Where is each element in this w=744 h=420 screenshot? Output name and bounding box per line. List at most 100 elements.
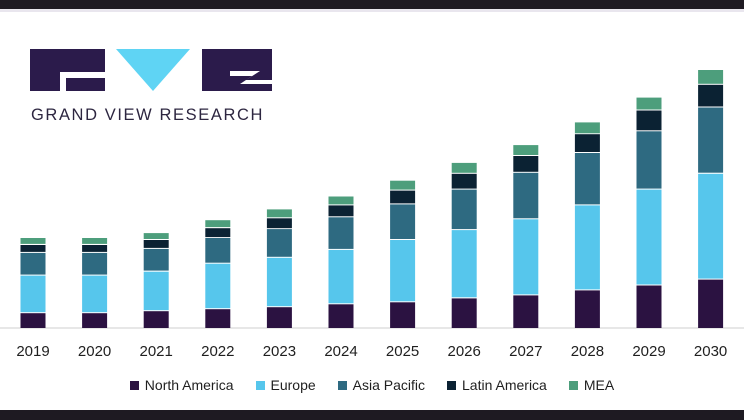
x-tick-label-2021: 2021: [140, 343, 173, 360]
logo-block-g: [30, 49, 105, 91]
bar-asia-pacific-2026: [451, 189, 477, 230]
logo-v-triangle: [116, 49, 190, 91]
x-tick-label-2019: 2019: [16, 343, 49, 360]
logo-g-notch: [60, 72, 105, 91]
bar-mea-2030: [698, 70, 724, 84]
legend-label-latin-america: Latin America: [462, 377, 547, 393]
window-frame-bottom: [0, 410, 744, 420]
legend-label-europe: Europe: [270, 377, 316, 393]
chart-bars: [20, 70, 724, 328]
bar-mea-2027: [513, 145, 539, 155]
bar-mea-2019: [20, 238, 46, 244]
x-tick-label-2029: 2029: [632, 343, 665, 360]
logo-r-notch: [230, 71, 272, 84]
bar-mea-2026: [451, 162, 477, 173]
legend-swatch-mea: [568, 380, 578, 390]
legend-swatch-europe: [255, 380, 265, 390]
bar-north-america-2025: [390, 302, 416, 328]
x-tick-label-2025: 2025: [386, 343, 419, 360]
x-tick-label-2024: 2024: [324, 343, 357, 360]
bar-north-america-2023: [266, 307, 292, 328]
bar-asia-pacific-2028: [574, 153, 600, 205]
x-tick-label-2023: 2023: [263, 343, 296, 360]
bar-mea-2020: [82, 238, 108, 244]
legend-label-asia-pacific: Asia Pacific: [352, 377, 426, 393]
legend-swatch-latin-america: [447, 380, 457, 390]
bar-mea-2022: [205, 220, 231, 228]
legend-swatch-north-america: [129, 380, 139, 390]
legend-item-europe: Europe: [255, 377, 316, 393]
bar-latin-america-2020: [82, 245, 108, 252]
bar-europe-2026: [451, 230, 477, 298]
bar-north-america-2022: [205, 309, 231, 328]
bar-latin-america-2027: [513, 156, 539, 172]
legend-label-north-america: North America: [144, 377, 234, 393]
bar-north-america-2030: [698, 279, 724, 328]
bar-asia-pacific-2019: [20, 252, 46, 275]
legend-item-mea: MEA: [568, 377, 615, 393]
chart-legend: North America Europe Asia Pacific Latin …: [0, 374, 744, 396]
legend-swatch-asia-pacific: [337, 380, 347, 390]
bar-europe-2027: [513, 219, 539, 295]
bar-asia-pacific-2022: [205, 238, 231, 263]
bar-latin-america-2022: [205, 228, 231, 238]
x-tick-label-2027: 2027: [509, 343, 542, 360]
bar-mea-2023: [266, 209, 292, 218]
bar-mea-2025: [390, 180, 416, 190]
legend-item-asia-pacific: Asia Pacific: [337, 377, 426, 393]
bar-latin-america-2026: [451, 173, 477, 189]
bar-europe-2022: [205, 263, 231, 309]
bar-asia-pacific-2024: [328, 217, 354, 249]
bar-europe-2021: [143, 271, 169, 311]
bar-asia-pacific-2020: [82, 252, 108, 275]
bar-north-america-2029: [636, 285, 662, 328]
bar-latin-america-2029: [636, 110, 662, 131]
bar-asia-pacific-2025: [390, 204, 416, 239]
x-tick-label-2020: 2020: [78, 343, 111, 360]
bar-europe-2025: [390, 240, 416, 302]
bar-north-america-2027: [513, 295, 539, 328]
bar-north-america-2028: [574, 290, 600, 328]
window-frame-top: [0, 0, 744, 9]
legend-label-mea: MEA: [583, 377, 615, 393]
legend-item-north-america: North America: [129, 377, 234, 393]
bar-mea-2029: [636, 97, 662, 110]
chart-x-axis-ticks: 2019 2020 2021 2022 2023 2024 2025 2026 2027 2028…: [16, 343, 727, 360]
bar-north-america-2021: [143, 311, 169, 328]
bar-europe-2029: [636, 189, 662, 285]
bar-latin-america-2019: [20, 245, 46, 252]
bar-asia-pacific-2030: [698, 107, 724, 173]
bar-europe-2028: [574, 205, 600, 290]
bar-latin-america-2028: [574, 134, 600, 152]
bar-europe-2020: [82, 275, 108, 313]
bar-asia-pacific-2027: [513, 172, 539, 219]
brand-name: GRAND VIEW RESEARCH: [31, 106, 265, 124]
bar-mea-2028: [574, 122, 600, 134]
window-frame-top-line: [0, 9, 744, 12]
legend-item-latin-america: Latin America: [447, 377, 547, 393]
bar-europe-2023: [266, 257, 292, 307]
bar-mea-2021: [143, 233, 169, 239]
bar-north-america-2026: [451, 298, 477, 328]
grand-view-research-logo: [30, 49, 272, 91]
bar-latin-america-2025: [390, 190, 416, 204]
bar-latin-america-2030: [698, 84, 724, 107]
bar-asia-pacific-2021: [143, 248, 169, 271]
bar-mea-2024: [328, 196, 354, 205]
x-tick-label-2030: 2030: [694, 343, 727, 360]
bar-north-america-2020: [82, 313, 108, 328]
bar-latin-america-2024: [328, 205, 354, 217]
bar-europe-2024: [328, 249, 354, 304]
bar-latin-america-2023: [266, 218, 292, 229]
bar-latin-america-2021: [143, 240, 169, 248]
bar-asia-pacific-2023: [266, 229, 292, 257]
x-tick-label-2026: 2026: [448, 343, 481, 360]
bar-europe-2019: [20, 275, 46, 313]
bar-europe-2030: [698, 173, 724, 279]
x-tick-label-2028: 2028: [571, 343, 604, 360]
bar-asia-pacific-2029: [636, 131, 662, 189]
bar-north-america-2024: [328, 304, 354, 328]
x-tick-label-2022: 2022: [201, 343, 234, 360]
bar-north-america-2019: [20, 313, 46, 328]
